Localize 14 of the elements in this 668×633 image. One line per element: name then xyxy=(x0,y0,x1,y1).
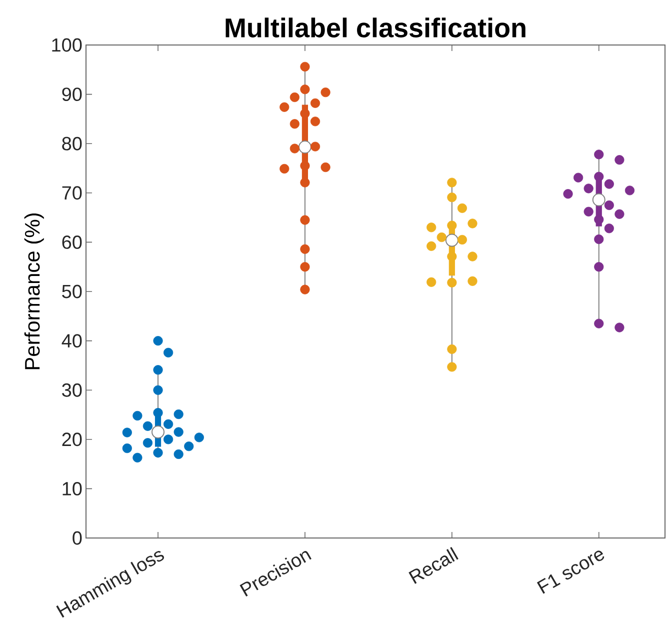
y-tick-label: 20 xyxy=(62,432,82,446)
y-tick-label: 50 xyxy=(62,284,82,298)
y-tick-label: 100 xyxy=(52,38,82,52)
y-tick-label: 90 xyxy=(62,88,82,102)
x-tick-label: F1 score xyxy=(536,550,604,594)
y-tick-label: 30 xyxy=(62,383,82,397)
y-tick-label: 80 xyxy=(62,136,82,150)
y-tick-label: 10 xyxy=(62,482,82,496)
y-tick-label: 40 xyxy=(62,334,82,348)
chart-title: Multilabel classification xyxy=(226,18,526,38)
y-axis-title: Performance (%) xyxy=(24,213,44,370)
y-tick-label: 60 xyxy=(62,235,82,249)
y-tick-label: 70 xyxy=(62,186,82,200)
y-tick-label: 0 xyxy=(72,531,82,545)
